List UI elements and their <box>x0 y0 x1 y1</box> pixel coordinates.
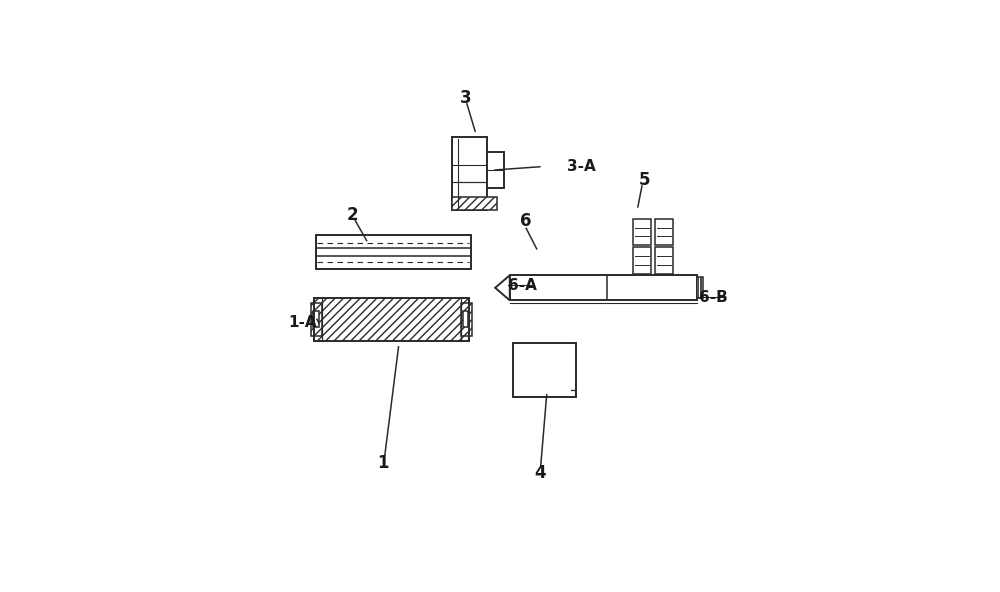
Bar <box>463 311 468 327</box>
Bar <box>633 247 651 274</box>
Text: 3-A: 3-A <box>567 159 596 174</box>
Bar <box>510 275 697 300</box>
Bar <box>311 303 322 336</box>
Bar <box>314 298 469 341</box>
Text: 2: 2 <box>346 205 358 224</box>
Bar <box>513 343 576 397</box>
Bar <box>452 197 497 210</box>
Text: 5: 5 <box>639 172 650 189</box>
Bar <box>313 311 319 327</box>
Text: 1: 1 <box>377 454 388 472</box>
Text: 4: 4 <box>534 464 546 482</box>
Bar <box>655 247 673 274</box>
Bar <box>316 235 471 269</box>
Bar <box>487 152 504 188</box>
Bar <box>461 303 472 336</box>
Text: 1-A: 1-A <box>288 315 316 330</box>
Text: 3: 3 <box>460 89 472 107</box>
Bar <box>655 218 673 245</box>
Bar <box>633 218 651 245</box>
Text: 6-B: 6-B <box>699 290 728 305</box>
Text: 6-A: 6-A <box>508 278 537 294</box>
Bar <box>452 137 487 210</box>
Polygon shape <box>495 275 510 300</box>
Bar <box>697 277 703 298</box>
Text: 6: 6 <box>520 213 531 230</box>
